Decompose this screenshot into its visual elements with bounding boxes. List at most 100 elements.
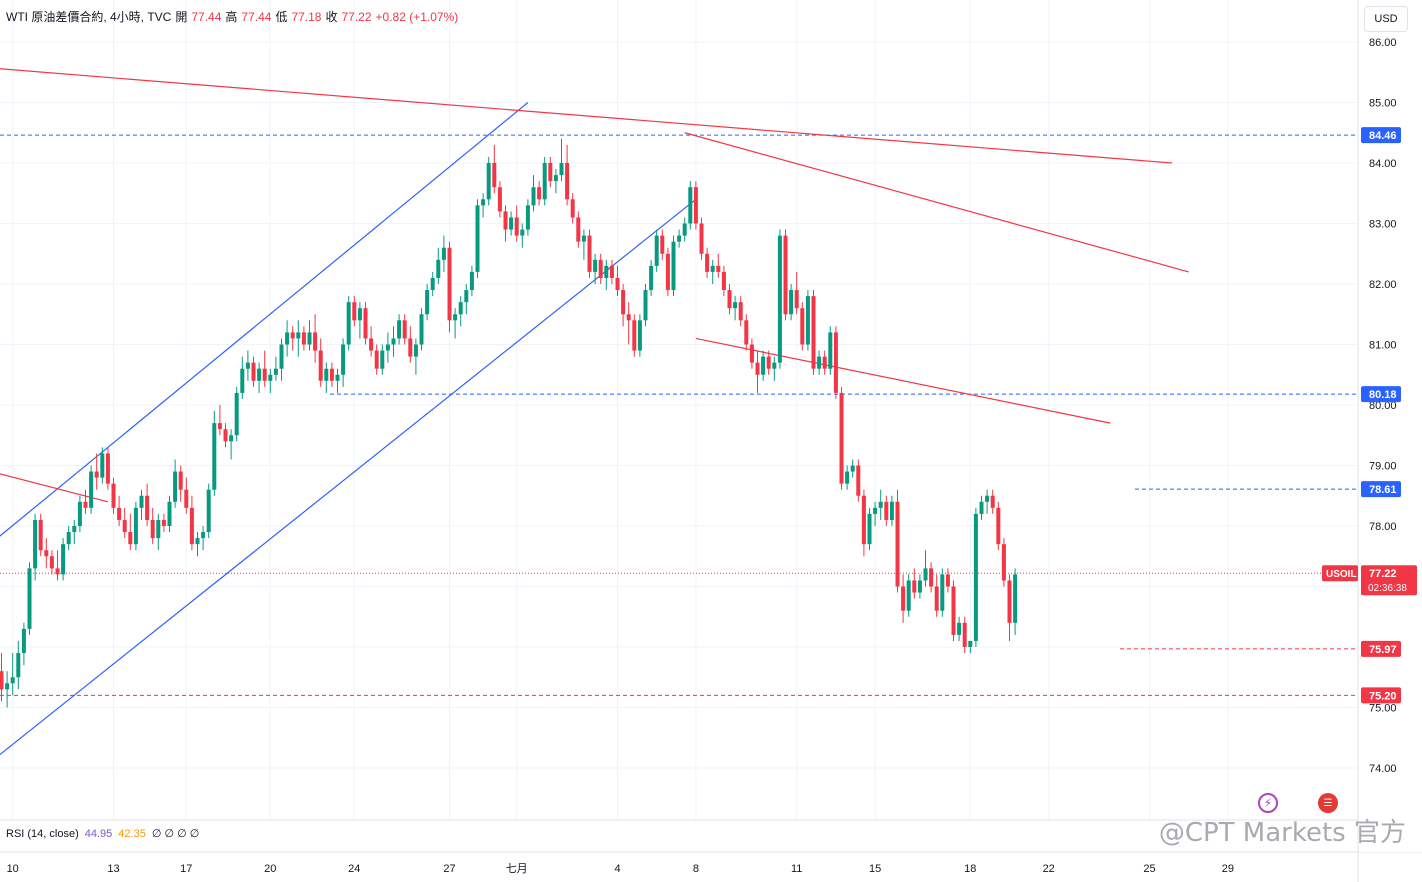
candle[interactable]	[83, 489, 88, 514]
candle[interactable]	[380, 344, 385, 375]
candle[interactable]	[66, 526, 71, 551]
candle[interactable]	[581, 229, 586, 260]
candle[interactable]	[923, 550, 928, 587]
candle[interactable]	[951, 580, 956, 641]
candle[interactable]	[397, 314, 402, 345]
price-line-label[interactable]: 80.18	[1361, 386, 1401, 403]
candle[interactable]	[929, 562, 934, 593]
candle[interactable]	[716, 253, 721, 278]
candle[interactable]	[245, 350, 250, 381]
price-line-label[interactable]: 75.20	[1361, 687, 1401, 704]
candle[interactable]	[570, 193, 575, 224]
candle[interactable]	[671, 235, 676, 297]
trendline[interactable]	[0, 466, 109, 503]
candle[interactable]	[710, 259, 715, 284]
candle[interactable]	[934, 574, 939, 617]
candle[interactable]	[699, 217, 704, 260]
candle[interactable]	[139, 489, 144, 520]
candle[interactable]	[509, 211, 514, 236]
candle[interactable]	[318, 338, 323, 387]
candle[interactable]	[72, 519, 77, 545]
symbol-tag[interactable]: USOIL	[1322, 565, 1358, 582]
candle[interactable]	[301, 326, 306, 351]
candle[interactable]	[16, 640, 21, 690]
candle[interactable]	[604, 259, 609, 291]
candle[interactable]	[525, 199, 530, 236]
candle[interactable]	[996, 501, 1001, 551]
candle[interactable]	[346, 296, 351, 351]
candle[interactable]	[21, 622, 26, 666]
candle[interactable]	[811, 290, 816, 375]
candle[interactable]	[553, 169, 558, 194]
candle[interactable]	[917, 574, 922, 599]
candle[interactable]	[649, 259, 654, 297]
trendline[interactable]	[695, 337, 1111, 424]
symbol-title[interactable]: WTI 原油差價合約, 4小時, TVC	[6, 10, 172, 24]
candle[interactable]	[55, 550, 60, 581]
candle[interactable]	[234, 386, 239, 442]
candle[interactable]	[33, 513, 38, 581]
candle[interactable]	[609, 259, 614, 284]
candle[interactable]	[755, 350, 760, 393]
candle[interactable]	[968, 640, 973, 654]
candle[interactable]	[660, 229, 665, 260]
candle[interactable]	[453, 308, 458, 339]
candle[interactable]	[195, 532, 200, 557]
candle[interactable]	[229, 429, 234, 460]
candle[interactable]	[329, 362, 334, 387]
candle[interactable]	[0, 653, 4, 702]
candle[interactable]	[593, 253, 598, 284]
price-line-label[interactable]: 84.46	[1361, 127, 1401, 144]
candle[interactable]	[632, 314, 637, 357]
candle[interactable]	[223, 423, 228, 448]
candle[interactable]	[262, 350, 267, 387]
candle[interactable]	[374, 344, 379, 375]
candle[interactable]	[313, 314, 318, 363]
candle[interactable]	[637, 314, 642, 357]
candle[interactable]	[682, 217, 687, 242]
candle[interactable]	[419, 308, 424, 351]
candle[interactable]	[150, 507, 155, 545]
candle[interactable]	[290, 326, 295, 351]
trendline[interactable]	[0, 198, 697, 780]
candle[interactable]	[481, 193, 486, 218]
candle[interactable]	[27, 562, 32, 635]
candle[interactable]	[973, 507, 978, 647]
candle[interactable]	[654, 229, 659, 272]
candle[interactable]	[178, 465, 183, 502]
candle[interactable]	[100, 447, 105, 484]
candle[interactable]	[408, 326, 413, 363]
candle[interactable]	[206, 483, 211, 539]
candle[interactable]	[520, 223, 525, 248]
candle[interactable]	[184, 477, 189, 514]
candle[interactable]	[430, 271, 435, 297]
candle[interactable]	[777, 229, 782, 369]
candle[interactable]	[940, 568, 945, 617]
candle[interactable]	[217, 405, 222, 436]
candle[interactable]	[1007, 574, 1012, 641]
candle[interactable]	[542, 156, 547, 206]
candle[interactable]	[133, 501, 138, 551]
trendline[interactable]	[684, 132, 1189, 273]
candle[interactable]	[621, 284, 626, 327]
candle[interactable]	[867, 507, 872, 551]
candle[interactable]	[901, 574, 906, 623]
candle[interactable]	[744, 314, 749, 351]
candle[interactable]	[705, 247, 710, 278]
candle[interactable]	[161, 513, 166, 533]
candle[interactable]	[800, 302, 805, 351]
candle[interactable]	[341, 338, 346, 387]
candle[interactable]	[44, 538, 49, 569]
candle[interactable]	[458, 296, 463, 327]
candle[interactable]	[749, 338, 754, 369]
candle[interactable]	[1001, 538, 1006, 587]
candle[interactable]	[425, 284, 430, 321]
candle[interactable]	[906, 574, 911, 617]
candle[interactable]	[861, 489, 866, 557]
candle[interactable]	[957, 616, 962, 641]
candle[interactable]	[503, 205, 508, 242]
candle[interactable]	[10, 653, 15, 696]
candle[interactable]	[559, 138, 564, 182]
candle[interactable]	[531, 175, 536, 212]
candle[interactable]	[912, 568, 917, 599]
